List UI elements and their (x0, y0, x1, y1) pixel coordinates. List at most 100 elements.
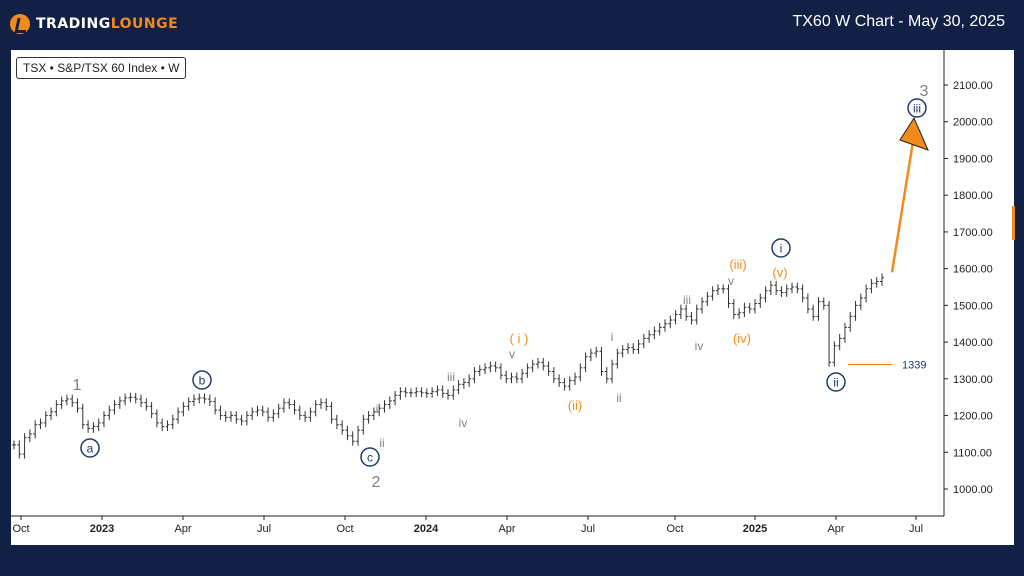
logo-text-main: TRADING (36, 16, 111, 32)
price-bar (647, 330, 652, 343)
y-tick-label: 1200.00 (953, 411, 993, 423)
price-bar (493, 361, 498, 373)
price-bar (483, 363, 488, 375)
wave-label-text: (iv) (733, 331, 751, 346)
wave-label-text: iii (913, 102, 921, 116)
target-arrow-shaft (890, 128, 917, 273)
price-bar (488, 361, 493, 373)
chart-area[interactable] (11, 50, 1014, 545)
price-bar (313, 400, 318, 417)
price-bar (541, 357, 546, 371)
price-bar (308, 407, 313, 422)
price-bar (297, 405, 302, 420)
price-bar (75, 398, 80, 413)
target-arrow-head (899, 116, 929, 151)
price-bar (266, 407, 271, 422)
price-bar (715, 284, 720, 296)
price-bar (752, 299, 757, 314)
price-bar (345, 425, 350, 441)
price-bar (673, 310, 678, 325)
price-bar (779, 286, 784, 297)
price-bar (551, 367, 556, 384)
price-bar (795, 282, 800, 294)
symbol-legend[interactable]: TSX • S&P/TSX 60 Index • W (16, 57, 187, 79)
wave-label: ii (379, 436, 384, 450)
wave-label: iii (907, 98, 927, 118)
price-bar (451, 385, 456, 400)
price-bar (398, 387, 403, 400)
y-tick-label: 1000.00 (953, 484, 993, 496)
price-bar (303, 411, 308, 422)
x-tick-label: Jul (257, 523, 271, 535)
price-bar (440, 385, 445, 398)
price-bar (821, 297, 826, 310)
wave-label: iv (695, 339, 704, 353)
price-bar (721, 284, 726, 294)
price-bar (49, 407, 54, 420)
price-bar (620, 345, 625, 358)
price-bar (811, 304, 816, 321)
price-bar (763, 286, 768, 303)
wave-label: iii (683, 293, 691, 307)
wave-label-circle (80, 438, 100, 458)
wave-label: iii (447, 370, 455, 384)
wave-label-circle (771, 238, 791, 258)
wave-label-text: 1 (73, 377, 82, 394)
wave-label-text: iv (459, 416, 468, 430)
price-bar (213, 397, 218, 415)
price-bar (610, 359, 615, 384)
price-bar (324, 398, 329, 411)
wave-label-text: i (611, 330, 614, 344)
price-bar (594, 346, 599, 358)
price-bar (625, 343, 630, 354)
wave-label: i (771, 238, 791, 258)
price-bar (504, 370, 509, 384)
price-bar (456, 379, 461, 395)
price-bar (239, 414, 244, 426)
price-bar (393, 390, 398, 406)
price-bar (170, 414, 175, 430)
price-bar (128, 392, 133, 403)
price-bar (117, 396, 122, 409)
price-bar (165, 420, 170, 431)
y-tick-label: 2100.00 (953, 80, 993, 92)
logo-text-accent: LOUNGE (110, 16, 179, 32)
price-bar (461, 378, 466, 389)
wave-label: 1 (73, 377, 82, 394)
wave-label: iv (459, 416, 468, 430)
price-bar (615, 348, 620, 369)
wave-label-text: ii (833, 376, 838, 390)
price-bar (139, 394, 144, 408)
wave-label: v (728, 274, 734, 288)
price-bar (832, 341, 837, 367)
price-bar (858, 293, 863, 310)
wave-label: i (376, 402, 379, 416)
price-bar (874, 277, 879, 288)
price-bar (583, 352, 588, 373)
price-bar (631, 343, 636, 354)
price-bar (340, 420, 345, 435)
logo-text: TRADINGLOUNGE (36, 16, 178, 32)
price-bar (535, 357, 540, 369)
wave-label: a (80, 438, 100, 458)
price-bar (91, 422, 96, 433)
x-tick-label: Oct (666, 523, 683, 535)
price-bar (27, 429, 32, 442)
price-bar (149, 401, 154, 419)
price-bar (38, 418, 43, 430)
wave-label-text: ( i ) (510, 331, 529, 346)
price-bar (202, 393, 207, 404)
price-bar (684, 304, 689, 321)
price-bar (101, 411, 106, 428)
price-bar (255, 405, 260, 417)
price-bar (123, 393, 128, 406)
x-tick-label: Jul (909, 523, 923, 535)
y-axis-ticks: 1000.00 1100.00 1200.00 1300.00 1400.00 1500.… (944, 80, 993, 496)
price-bar (737, 308, 742, 319)
price-bar (207, 394, 212, 406)
price-bar (557, 374, 562, 387)
x-axis-ticks: Oct 2023 Apr Jul Oct 2024 Apr Jul Oct 2025 Apr Jul (12, 516, 923, 535)
price-bar (181, 401, 186, 417)
price-bar (842, 322, 847, 343)
